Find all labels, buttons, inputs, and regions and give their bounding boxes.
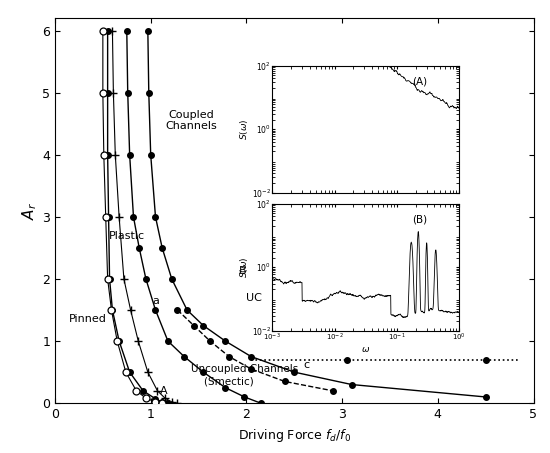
Text: Coupled
Channels: Coupled Channels xyxy=(165,110,217,131)
Text: Uncoupled Channels
    (Smectic): Uncoupled Channels (Smectic) xyxy=(191,364,298,386)
Text: c: c xyxy=(304,360,310,370)
Y-axis label: $A_r$: $A_r$ xyxy=(21,202,40,220)
Text: Plastic: Plastic xyxy=(108,231,145,241)
Y-axis label: $S(\omega)$: $S(\omega)$ xyxy=(238,118,250,140)
Text: a: a xyxy=(152,296,160,306)
Y-axis label: $S(\omega)$: $S(\omega)$ xyxy=(238,256,250,278)
X-axis label: $\omega$: $\omega$ xyxy=(361,345,370,354)
Text: Pinned: Pinned xyxy=(69,314,107,324)
X-axis label: Driving Force $f_d/f_0$: Driving Force $f_d/f_0$ xyxy=(238,427,351,443)
Text: (B): (B) xyxy=(412,215,428,225)
Text: UC: UC xyxy=(246,293,262,303)
Text: B: B xyxy=(239,266,246,276)
Text: A: A xyxy=(160,386,168,396)
Text: (A): (A) xyxy=(412,77,428,87)
